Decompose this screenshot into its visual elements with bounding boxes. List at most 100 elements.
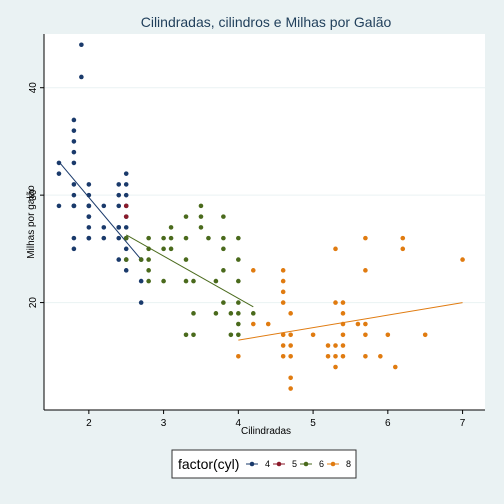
data-point-cyl-6 [206, 235, 211, 241]
data-point-cyl-6 [183, 332, 189, 338]
y-axis-label: Milhas por galão [26, 185, 37, 259]
data-point-cyl-6 [161, 235, 166, 241]
data-point-cyl-4 [56, 203, 62, 209]
legend-marker-cyl-6 [303, 461, 309, 467]
data-point-cyl-6 [168, 246, 174, 252]
data-point-cyl-6 [161, 246, 166, 252]
chart-title: Cilindradas, cilindros e Milhas por Galã… [141, 14, 392, 30]
trend-line-cyl-4 [58, 161, 142, 260]
legend-box [171, 449, 357, 479]
data-point-cyl-4 [138, 300, 144, 305]
data-point-cyl-4 [116, 182, 122, 187]
data-point-cyl-8 [363, 321, 368, 327]
data-point-cyl-8 [288, 311, 293, 316]
data-point-cyl-6 [183, 235, 189, 241]
data-point-cyl-6 [236, 311, 241, 316]
x-tick-label: 5 [310, 418, 316, 429]
data-point-cyl-6 [221, 214, 226, 219]
legend-marker-cyl-8 [330, 461, 336, 467]
data-point-cyl-8 [280, 278, 286, 284]
data-point-cyl-8 [280, 343, 286, 348]
data-point-cyl-8 [340, 343, 346, 348]
data-points [56, 42, 465, 391]
legend-label-cyl-6: 6 [319, 459, 324, 469]
x-ticks: 2 3 4 5 6 7 [86, 410, 466, 429]
x-tick-label: 2 [86, 418, 92, 429]
data-point-cyl-4 [86, 182, 92, 187]
legend: factor(cyl) 4 5 6 8 [171, 449, 357, 479]
plot-area [44, 34, 485, 410]
data-point-cyl-8 [310, 332, 316, 338]
data-point-cyl-4 [56, 171, 62, 176]
data-point-cyl-4 [123, 225, 129, 230]
data-point-cyl-6 [213, 311, 219, 316]
data-point-cyl-8 [340, 311, 346, 316]
data-point-cyl-6 [221, 300, 226, 305]
data-point-cyl-4 [86, 203, 92, 209]
data-point-cyl-4 [71, 246, 77, 252]
data-point-cyl-4 [71, 203, 77, 209]
data-point-cyl-6 [236, 332, 241, 338]
data-point-cyl-4 [116, 225, 122, 230]
data-point-cyl-4 [86, 214, 92, 219]
data-point-cyl-4 [86, 192, 92, 198]
data-point-cyl-8 [288, 343, 293, 348]
x-tick-label: 3 [161, 418, 167, 429]
data-point-cyl-6 [236, 235, 241, 241]
trend-line-cyl-8 [238, 302, 463, 341]
data-point-cyl-6 [198, 203, 204, 209]
data-point-cyl-6 [228, 332, 234, 338]
data-point-cyl-8 [393, 364, 398, 370]
data-point-cyl-4 [123, 171, 129, 176]
data-point-cyl-8 [340, 300, 346, 305]
data-point-cyl-8 [288, 375, 293, 381]
data-point-cyl-4 [101, 235, 107, 241]
data-point-cyl-8 [400, 246, 406, 252]
legend-label-cyl-5: 5 [292, 459, 297, 469]
data-point-cyl-8 [363, 235, 368, 241]
data-point-cyl-6 [236, 278, 241, 284]
data-point-cyl-4 [123, 246, 129, 252]
trend-line-cyl-6 [125, 234, 254, 308]
data-point-cyl-8 [288, 332, 293, 338]
data-point-cyl-6 [146, 278, 151, 284]
data-point-cyl-6 [168, 235, 174, 241]
data-point-cyl-8 [385, 332, 391, 338]
data-point-cyl-4 [79, 74, 84, 80]
data-point-cyl-6 [168, 225, 174, 230]
data-point-cyl-8 [340, 321, 346, 327]
data-point-cyl-6 [236, 321, 241, 327]
data-point-cyl-4 [79, 42, 84, 48]
data-point-cyl-8 [460, 257, 465, 262]
data-point-cyl-6 [198, 225, 204, 230]
data-point-cyl-6 [228, 311, 234, 316]
data-point-cyl-4 [86, 235, 92, 241]
data-point-cyl-4 [56, 160, 62, 166]
data-point-cyl-8 [265, 321, 271, 327]
legend-title: factor(cyl) [178, 456, 239, 472]
data-point-cyl-6 [123, 257, 129, 262]
x-tick-label: 4 [236, 418, 242, 429]
x-tick-label: 6 [385, 418, 391, 429]
data-point-cyl-8 [333, 343, 338, 348]
data-point-cyl-8 [355, 321, 361, 327]
data-point-cyl-8 [280, 332, 286, 338]
data-point-cyl-8 [422, 332, 428, 338]
data-point-cyl-6 [183, 214, 189, 219]
data-point-cyl-6 [161, 278, 166, 284]
data-point-cyl-4 [86, 225, 92, 230]
data-point-cyl-6 [183, 278, 189, 284]
data-point-cyl-6 [191, 278, 196, 284]
data-point-cyl-4 [71, 182, 77, 187]
data-point-cyl-4 [123, 192, 129, 198]
data-point-cyl-8 [333, 300, 338, 305]
data-point-cyl-8 [325, 353, 331, 359]
data-point-cyl-4 [71, 139, 77, 144]
y-tick-label: 30 [28, 189, 39, 201]
x-axis-label: Cilindradas [241, 426, 291, 437]
data-point-cyl-6 [236, 300, 241, 305]
data-point-cyl-4 [71, 128, 77, 133]
data-point-cyl-6 [183, 257, 189, 262]
data-point-cyl-6 [138, 257, 144, 262]
